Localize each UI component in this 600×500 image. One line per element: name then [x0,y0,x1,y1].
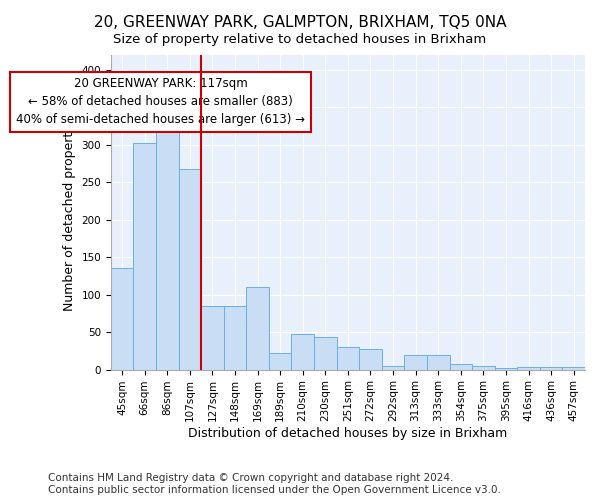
Bar [427,354,449,370]
Bar [472,366,494,370]
Bar [179,169,201,370]
Bar [292,334,314,370]
Bar [314,338,337,370]
Text: Contains HM Land Registry data © Crown copyright and database right 2024.
Contai: Contains HM Land Registry data © Crown c… [48,474,501,495]
Text: 20 GREENWAY PARK: 117sqm
← 58% of detached houses are smaller (883)
40% of semi-: 20 GREENWAY PARK: 117sqm ← 58% of detach… [16,78,305,126]
Bar [246,287,269,370]
Bar [133,144,156,370]
Text: 20, GREENWAY PARK, GALMPTON, BRIXHAM, TQ5 0NA: 20, GREENWAY PARK, GALMPTON, BRIXHAM, TQ… [94,15,506,30]
Bar [111,268,133,370]
Bar [404,354,427,370]
Text: Size of property relative to detached houses in Brixham: Size of property relative to detached ho… [113,32,487,46]
Bar [517,366,540,370]
Bar [494,368,517,370]
X-axis label: Distribution of detached houses by size in Brixham: Distribution of detached houses by size … [188,427,508,440]
Y-axis label: Number of detached properties: Number of detached properties [63,114,76,311]
Bar [449,364,472,370]
Bar [156,124,179,370]
Bar [269,353,292,370]
Bar [382,366,404,370]
Bar [201,306,224,370]
Bar [562,366,585,370]
Bar [224,306,246,370]
Bar [540,366,562,370]
Bar [337,347,359,370]
Bar [359,350,382,370]
